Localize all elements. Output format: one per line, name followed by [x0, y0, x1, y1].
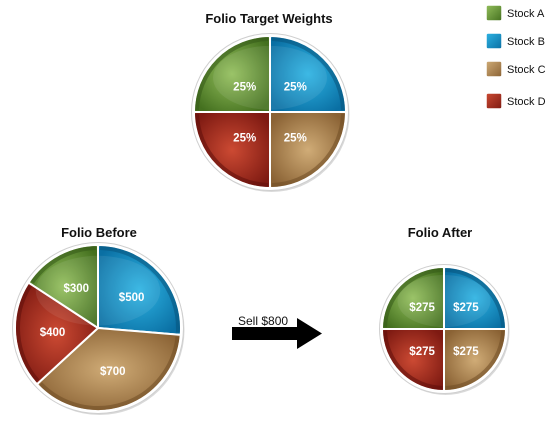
- slice-edge-stock-c: [39, 336, 180, 410]
- slice-stock-b: [443, 266, 507, 330]
- slice-edge-stock-d: [16, 284, 40, 382]
- sell-arrow: Sell $800: [232, 314, 322, 349]
- slice-stock-b: [269, 35, 347, 113]
- legend-swatch-stock-c: [485, 60, 503, 78]
- pie-gloss: [213, 45, 327, 110]
- legend-item-stock-c: Stock C: [485, 60, 546, 78]
- legend-swatch-stock-b: [485, 32, 503, 50]
- legend-swatch-stock-a: [485, 4, 503, 22]
- slice-label-stock-c: $275: [453, 346, 479, 358]
- slice-label-stock-c: $700: [100, 366, 126, 378]
- slice-stock-d: [193, 111, 271, 189]
- slice-label-stock-b: 25%: [284, 82, 307, 94]
- slice-edge-stock-b: [271, 37, 345, 111]
- legend: Stock A Stock B Stock C Stock D: [485, 4, 546, 110]
- slice-edge-stock-a: [30, 246, 96, 284]
- slice-edge-stock-d: [195, 113, 269, 187]
- pie-target-weights: 25% 25% 25% 25%: [191, 33, 350, 192]
- slice-label-stock-a: 25%: [233, 82, 256, 94]
- slice-edge-stock-d: [383, 330, 443, 390]
- legend-label-stock-b: Stock B: [507, 36, 545, 48]
- slice-stock-d: [381, 328, 445, 392]
- legend-label-stock-a: Stock A: [507, 8, 545, 20]
- slice-edge-stock-a: [383, 268, 443, 328]
- slice-edge-stock-a: [195, 37, 269, 111]
- folio-after-title: Folio After: [408, 225, 473, 240]
- slice-stock-c: [269, 111, 347, 189]
- slice-edge-stock-b: [445, 268, 505, 328]
- slice-label-stock-c: 25%: [284, 132, 307, 144]
- pie-folio-after: $275 $275 $275 $275: [379, 264, 510, 395]
- legend-label-stock-d: Stock D: [507, 96, 546, 108]
- legend-item-stock-d: Stock D: [485, 92, 546, 110]
- slice-edge-stock-b: [100, 246, 180, 333]
- slice-stock-b: [97, 244, 183, 336]
- pie-folio-before: $500 $700 $400 $300: [12, 242, 185, 415]
- legend-swatch-stock-d: [485, 92, 503, 110]
- slice-label-stock-a: $300: [64, 283, 90, 295]
- slice-stock-d: [14, 281, 99, 386]
- slice-label-stock-a: $275: [409, 302, 435, 314]
- legend-label-stock-c: Stock C: [507, 64, 546, 76]
- right-arrow-icon: [232, 318, 322, 349]
- slice-stock-c: [35, 327, 182, 412]
- folio-before-title: Folio Before: [61, 225, 137, 240]
- slice-label-stock-d: $400: [40, 327, 66, 339]
- sell-arrow-label: Sell $800: [238, 314, 288, 328]
- legend-item-stock-a: Stock A: [485, 4, 545, 22]
- slice-stock-c: [443, 328, 507, 392]
- target-weights-title: Folio Target Weights: [205, 11, 332, 26]
- pie-gloss: [35, 255, 161, 326]
- slice-stock-a: [193, 35, 271, 113]
- pie-gloss: [397, 275, 491, 328]
- slice-edge-stock-c: [445, 330, 505, 390]
- legend-item-stock-b: Stock B: [485, 32, 545, 50]
- slice-label-stock-b: $500: [119, 292, 145, 304]
- slice-label-stock-d: $275: [409, 346, 435, 358]
- slice-edge-stock-c: [271, 113, 345, 187]
- slice-label-stock-b: $275: [453, 302, 479, 314]
- slice-stock-a: [381, 266, 445, 330]
- slice-label-stock-d: 25%: [233, 132, 256, 144]
